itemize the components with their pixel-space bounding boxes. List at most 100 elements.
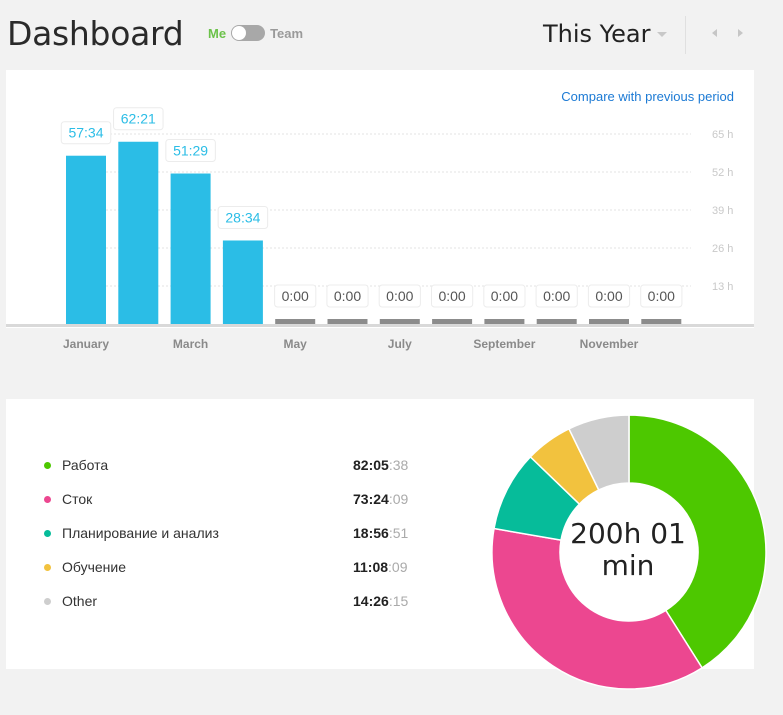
donut-slice[interactable]	[567, 414, 630, 491]
legend-item[interactable]: Сток 73:24:09	[42, 491, 422, 525]
legend-duration-hours: 73:24	[353, 491, 389, 507]
legend-duration-seconds: :38	[388, 457, 409, 473]
legend-duration: 14:26:15	[353, 593, 408, 609]
me-team-toggle[interactable]: Me Team	[208, 25, 303, 41]
y-tick-label: 65 h	[712, 129, 733, 141]
legend-item[interactable]: Планирование и анализ 18:56:51	[42, 525, 422, 559]
bar-may[interactable]	[275, 319, 316, 324]
donut-slice[interactable]	[628, 414, 767, 669]
compare-link[interactable]: Compare with previous period	[561, 89, 734, 104]
header: Dashboard Me Team This Year	[0, 0, 783, 68]
bar-december[interactable]	[641, 319, 682, 324]
donut-slice[interactable]	[491, 527, 704, 690]
x-tick-label: July	[388, 337, 412, 351]
y-tick-label: 13 h	[712, 281, 733, 293]
legend-project-name: Планирование и анализ	[62, 525, 219, 541]
legend-dot-icon	[44, 530, 51, 537]
x-tick-label: September	[473, 337, 535, 351]
bar-october[interactable]	[536, 319, 577, 324]
bar-label-box	[165, 139, 216, 163]
legend-duration-hours: 82:05	[353, 457, 389, 473]
legend-item[interactable]: Other 14:26:15	[42, 593, 422, 627]
legend-duration-seconds: :51	[388, 525, 409, 541]
x-tick-label: May	[284, 337, 308, 351]
bar-value-label: 0:00	[386, 288, 413, 304]
x-tick-label: November	[580, 337, 639, 351]
bar-value-label: 62:21	[121, 111, 156, 127]
bar-value-label: 0:00	[438, 288, 465, 304]
legend-duration: 18:56:51	[353, 525, 408, 541]
bar-value-label: 0:00	[282, 288, 309, 304]
time-chart-card: Compare with previous period 13 h 26 h 39 …	[6, 70, 754, 351]
bar-label-box	[483, 284, 526, 308]
chevron-right-icon[interactable]	[738, 29, 743, 37]
legend-duration-hours: 11:08	[353, 559, 389, 575]
legend-item[interactable]: Работа 82:05:38	[42, 457, 422, 491]
total-time: 200h 01 min	[560, 518, 696, 582]
bar-february[interactable]	[118, 141, 159, 324]
legend-dot-icon	[44, 462, 51, 469]
toggle-team-label[interactable]: Team	[270, 25, 304, 41]
chart-baseline	[6, 324, 754, 327]
legend-project-name: Обучение	[62, 559, 127, 575]
bar-march[interactable]	[170, 173, 211, 324]
legend-project-name: Other	[62, 593, 98, 609]
chevron-left-icon[interactable]	[712, 29, 717, 37]
legend-duration-seconds: :09	[388, 491, 409, 507]
bar-april[interactable]	[222, 240, 263, 324]
legend-duration: 82:05:38	[353, 457, 408, 473]
legend-dot-icon	[44, 598, 51, 605]
legend-project-name: Сток	[62, 491, 93, 507]
bar-label-box	[113, 107, 164, 131]
bar-label-box	[587, 284, 631, 308]
toggle-knob[interactable]	[232, 26, 247, 40]
legend-dot-icon	[44, 496, 51, 503]
bar-june[interactable]	[327, 319, 368, 324]
x-tick-label: January	[63, 337, 109, 351]
period-dropdown[interactable]: This Year	[543, 20, 651, 48]
legend-duration-seconds: :09	[388, 559, 408, 575]
bar-value-label: 51:29	[173, 143, 208, 159]
bar-label-box	[326, 284, 369, 308]
bar-value-label: 0:00	[334, 288, 361, 304]
project-legend: Работа 82:05:38 Сток 73:24:09 Планирование и…	[42, 457, 422, 627]
bar-label-box	[535, 284, 578, 308]
bar-july[interactable]	[379, 319, 420, 324]
bar-label-box	[274, 284, 317, 308]
page-title: Dashboard	[7, 14, 184, 53]
legend-project-name: Работа	[62, 457, 109, 473]
bar-value-label: 0:00	[648, 288, 675, 304]
y-tick-label: 26 h	[712, 243, 733, 255]
y-tick-label: 52 h	[712, 167, 733, 179]
bar-value-label: 0:00	[595, 288, 622, 304]
legend-duration-seconds: :15	[388, 593, 409, 609]
y-tick-label: 39 h	[712, 205, 733, 217]
bar-january[interactable]	[66, 155, 106, 324]
project-donut-chart	[491, 414, 767, 690]
header-divider	[685, 16, 686, 54]
monthly-bar-chart: 13 h 26 h 39 h 52 h 65 h 57:34 January 62:21 51:…	[6, 107, 754, 351]
legend-duration: 11:08:09	[353, 559, 408, 575]
total-time-line2: min	[601, 549, 655, 582]
bar-label-box	[60, 121, 112, 145]
x-tick-label: March	[173, 337, 208, 351]
bar-value-label: 57:34	[68, 125, 103, 141]
bar-september[interactable]	[484, 319, 525, 324]
bar-value-label: 28:34	[225, 209, 260, 225]
bar-value-label: 0:00	[543, 288, 570, 304]
bar-november[interactable]	[589, 319, 629, 324]
chevron-down-icon[interactable]	[657, 32, 667, 37]
total-time-line1: 200h 01	[570, 517, 686, 550]
toggle-me-label[interactable]: Me	[208, 25, 227, 41]
legend-duration: 73:24:09	[353, 491, 408, 507]
toggle-switch[interactable]	[231, 25, 266, 41]
bar-label-box	[217, 205, 269, 229]
bar-value-label: 0:00	[491, 288, 518, 304]
legend-dot-icon	[44, 564, 51, 571]
bar-label-box	[431, 284, 474, 308]
bar-label-box	[640, 284, 683, 308]
bar-august[interactable]	[432, 319, 473, 324]
bar-label-box	[378, 284, 421, 308]
legend-item[interactable]: Обучение 11:08:09	[42, 559, 422, 593]
legend-duration-hours: 18:56	[353, 525, 389, 541]
